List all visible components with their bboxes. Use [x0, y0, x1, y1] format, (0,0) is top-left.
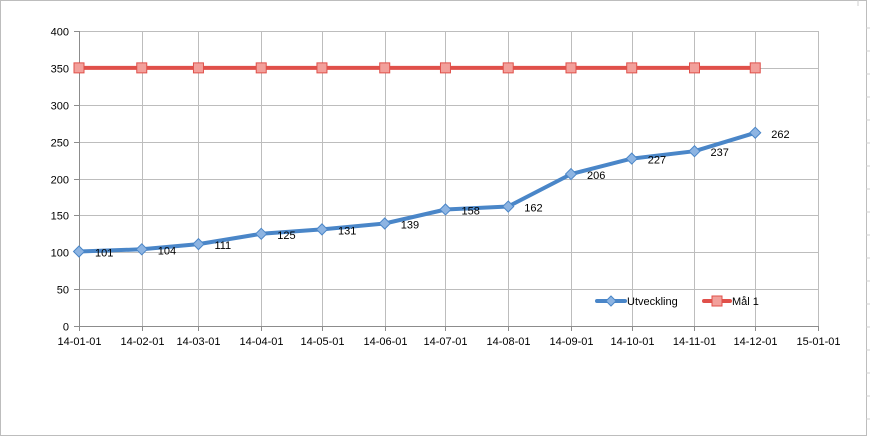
- data-point-marker: [192, 62, 204, 74]
- y-tick-label: 150: [51, 211, 69, 223]
- y-tick-label: 100: [51, 248, 69, 260]
- data-label: 162: [524, 203, 542, 215]
- data-point-marker: [378, 217, 391, 230]
- data-point-marker: [136, 62, 148, 74]
- x-tick-label: 14-09-01: [549, 336, 593, 348]
- y-tick-label: 350: [51, 64, 69, 76]
- data-point-marker: [135, 243, 148, 256]
- data-label: 125: [277, 230, 295, 242]
- legend-marker: [711, 295, 723, 307]
- y-tick-label: 400: [51, 27, 69, 39]
- y-tick-label: 0: [63, 322, 69, 334]
- data-point-marker: [315, 223, 329, 236]
- data-label: 237: [710, 147, 728, 159]
- data-point-marker: [439, 203, 452, 216]
- data-point-marker: [749, 62, 761, 74]
- x-tick-label: 14-12-01: [733, 336, 777, 348]
- data-point-marker: [564, 167, 578, 181]
- data-label: 227: [648, 155, 666, 167]
- legend-label: Utveckling: [627, 296, 678, 308]
- data-point-marker: [192, 237, 205, 251]
- x-tick-label: 14-04-01: [239, 336, 283, 348]
- data-label: 206: [587, 170, 605, 182]
- x-tick-label: 14-10-01: [610, 336, 654, 348]
- x-tick-label: 14-11-01: [673, 336, 716, 348]
- data-label: 111: [214, 240, 231, 252]
- data-point-marker: [625, 152, 638, 165]
- data-point-marker: [626, 62, 638, 74]
- y-tick-label: 50: [57, 285, 69, 297]
- data-point-marker: [688, 62, 700, 74]
- x-tick-label: 14-02-01: [120, 336, 164, 348]
- data-point-marker: [255, 227, 268, 241]
- data-label: 158: [461, 205, 479, 217]
- data-point-marker: [502, 62, 514, 74]
- data-point-marker: [255, 62, 267, 74]
- legend-label: Mål 1: [732, 296, 759, 308]
- x-tick-label: 14-06-01: [363, 336, 407, 348]
- y-tick-label: 300: [51, 101, 69, 113]
- y-tick-label: 250: [51, 138, 69, 150]
- data-label: 101: [95, 248, 113, 260]
- y-tick-label: 200: [51, 175, 69, 187]
- x-tick-label: 15-01-01: [796, 336, 840, 348]
- data-label: 131: [338, 225, 356, 237]
- x-tick-label: 14-03-01: [176, 336, 220, 348]
- data-point-marker: [565, 62, 577, 74]
- series-line-1: [77, 130, 758, 254]
- data-point-marker: [316, 62, 328, 74]
- data-label: 139: [401, 219, 419, 231]
- data-point-marker: [72, 245, 86, 258]
- data-point-marker: [688, 145, 701, 158]
- x-tick-label: 14-07-01: [423, 336, 467, 348]
- data-point-marker: [379, 62, 391, 74]
- legend-marker: [605, 295, 617, 307]
- x-tick-label: 14-08-01: [486, 336, 530, 348]
- data-label: 262: [771, 129, 789, 141]
- x-tick-label: 14-05-01: [300, 336, 344, 348]
- data-point-marker: [502, 200, 515, 213]
- x-tick-label: 14-01-01: [57, 336, 101, 348]
- data-label: 104: [158, 245, 176, 257]
- data-point-marker: [749, 126, 762, 139]
- data-point-marker: [439, 62, 451, 74]
- data-point-marker: [73, 62, 85, 74]
